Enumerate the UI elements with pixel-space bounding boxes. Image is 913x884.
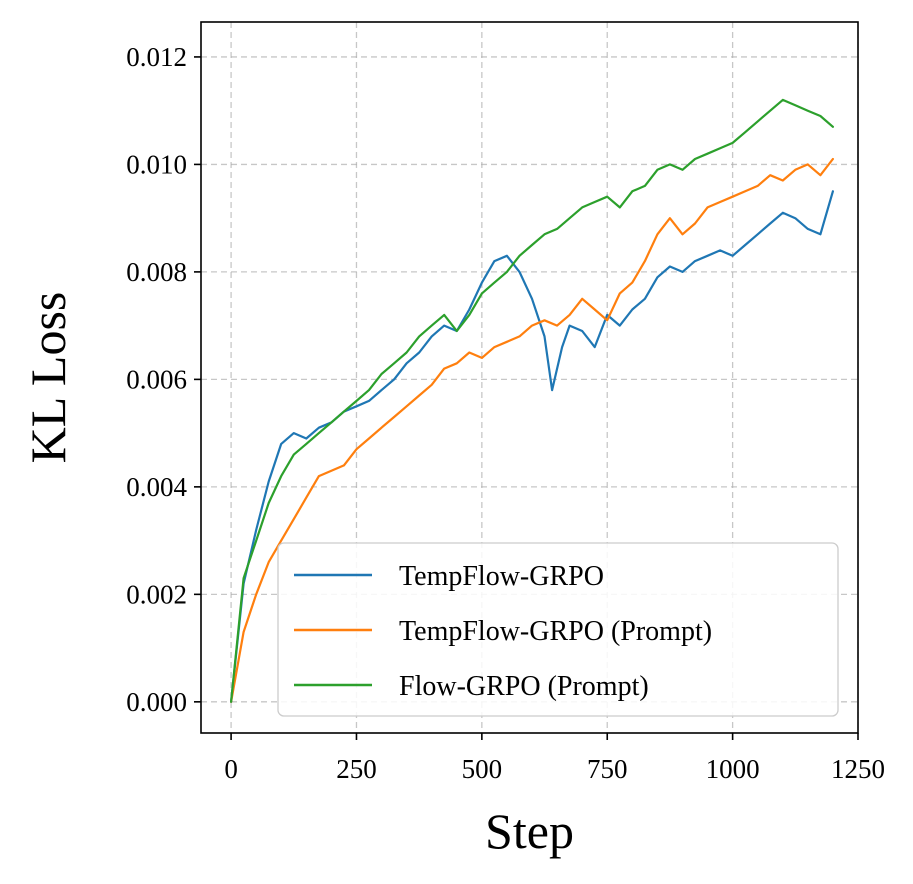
x-tick-label: 750 bbox=[587, 754, 628, 784]
series-line-2 bbox=[230, 98, 835, 703]
axis-ticks bbox=[194, 56, 859, 740]
legend-label: TempFlow-GRPO (Prompt) bbox=[399, 616, 712, 647]
plot-frame bbox=[200, 21, 859, 734]
legend: TempFlow-GRPO TempFlow-GRPO (Prompt) Flow-… bbox=[277, 542, 839, 717]
series-lines bbox=[230, 98, 835, 703]
x-tick-label: 1000 bbox=[706, 754, 760, 784]
y-tick-label: 0.004 bbox=[126, 472, 187, 502]
y-tick-label: 0.000 bbox=[126, 687, 187, 717]
legend-label: TempFlow-GRPO bbox=[399, 561, 604, 592]
y-tick-label: 0.012 bbox=[126, 42, 187, 72]
x-tick-label: 500 bbox=[462, 754, 503, 784]
y-tick-label: 0.008 bbox=[126, 257, 187, 287]
x-axis-title: Step bbox=[485, 803, 574, 859]
series-line-1 bbox=[230, 157, 835, 703]
x-tick-label: 250 bbox=[336, 754, 377, 784]
x-tick-label: 0 bbox=[224, 754, 238, 784]
x-tick-label: 1250 bbox=[831, 754, 885, 784]
tick-labels: 0 250 500 750 1000 1250 0.000 0.002 0.004 0.006 0.… bbox=[126, 42, 885, 784]
y-axis-title: KL Loss bbox=[20, 292, 76, 464]
y-tick-label: 0.010 bbox=[126, 149, 187, 179]
y-tick-label: 0.006 bbox=[126, 364, 187, 394]
legend-label: Flow-GRPO (Prompt) bbox=[399, 671, 649, 702]
y-tick-label: 0.002 bbox=[126, 579, 187, 609]
legend-box bbox=[277, 542, 839, 717]
